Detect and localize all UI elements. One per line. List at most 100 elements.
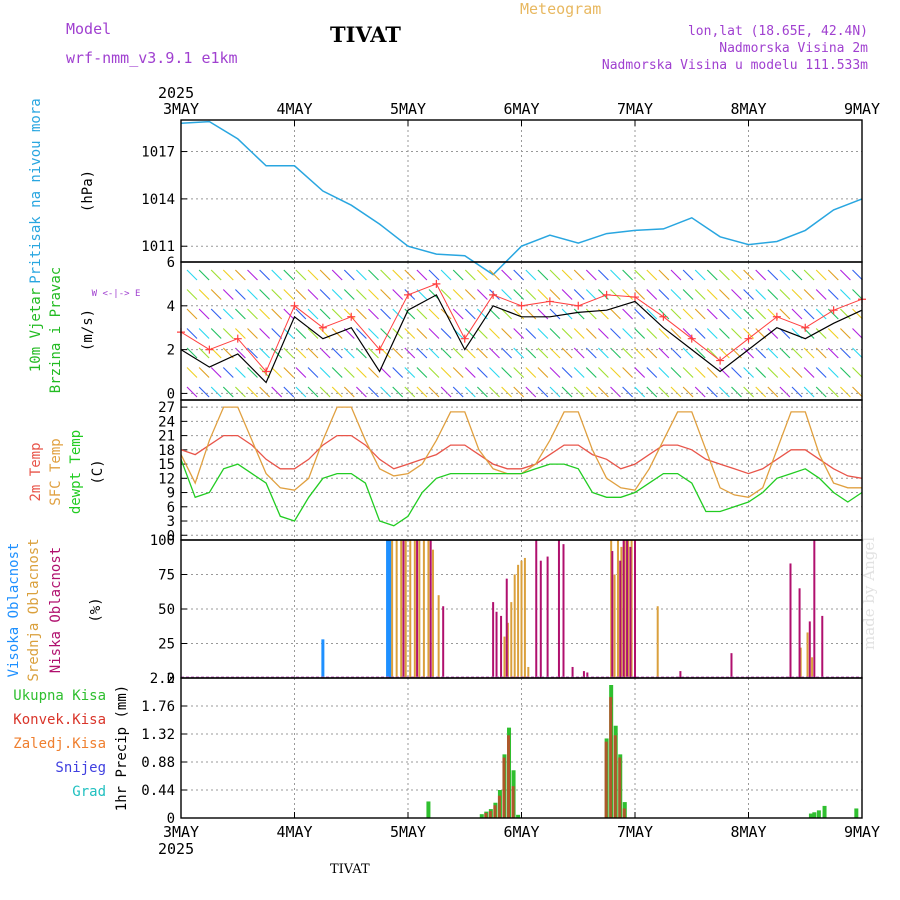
wind-barb	[247, 289, 258, 300]
wind-barb	[307, 367, 319, 378]
wind-barb	[513, 367, 525, 378]
wind-barb	[222, 269, 234, 281]
wind-barb	[271, 269, 283, 281]
wind-barb	[815, 367, 827, 378]
meteogram-label: Meteogram	[520, 0, 602, 18]
cloud-low-bar	[557, 540, 560, 678]
wind-barb	[283, 308, 295, 320]
wind-barb	[235, 289, 246, 300]
wind-barb	[222, 367, 234, 378]
wind-barb	[525, 386, 537, 398]
wind-barb	[307, 347, 319, 359]
wind-barb	[791, 347, 803, 359]
wind-barb	[392, 347, 404, 359]
wind-barb	[585, 269, 597, 281]
cloud-mid-bar	[527, 666, 530, 678]
cloud-high-bar	[386, 540, 390, 678]
wind-barb	[561, 367, 573, 378]
wind-barb	[852, 308, 863, 320]
wind-barb	[477, 328, 488, 339]
temperature-tick-label: 3	[167, 514, 175, 530]
precip-total-bar	[808, 813, 813, 818]
wind-barb	[815, 386, 827, 398]
wind-barb	[416, 328, 428, 339]
wind-barb	[198, 289, 210, 300]
wind-barb	[222, 289, 234, 300]
wind-barb	[743, 367, 754, 378]
wind-barb	[186, 328, 198, 339]
wind-barb	[452, 308, 464, 320]
wind-barb	[295, 289, 307, 300]
x-label-bottom: 9MAY	[844, 823, 880, 841]
precip-total-bar	[516, 814, 521, 818]
wind-barb	[694, 367, 706, 378]
wind-barb	[827, 347, 839, 359]
cloud-mid-bar	[517, 564, 520, 678]
wind-barb	[803, 308, 815, 320]
wind-barb	[452, 386, 464, 398]
wind-barb	[210, 328, 222, 339]
wind-barb	[622, 347, 633, 359]
precip-conv-bar	[604, 741, 608, 818]
wind-barb	[840, 367, 851, 378]
wind-barb	[779, 269, 791, 281]
cloud-mid-bar	[656, 606, 659, 678]
wind-barb	[561, 289, 573, 300]
wind-barb	[549, 328, 561, 339]
precip-tick-label: 1.76	[141, 699, 175, 715]
wind-barb	[537, 308, 549, 320]
wind-barb	[755, 308, 767, 320]
x-label-top: 7MAY	[617, 100, 653, 118]
wind-barb	[791, 386, 803, 398]
cloud-low-bar	[442, 606, 445, 678]
wind-barb	[561, 386, 573, 398]
wind-barb	[719, 289, 730, 300]
cloud-mid-bar	[400, 540, 403, 678]
wind-barb	[525, 269, 537, 281]
wind-barb	[755, 386, 767, 398]
wind-barb	[186, 367, 198, 378]
precip-tick-label: 1.32	[141, 727, 175, 743]
wind-barb	[501, 308, 512, 320]
wind-barb	[210, 289, 222, 300]
wind-barb	[827, 289, 839, 300]
wind-barb	[670, 269, 682, 281]
precip-total-bar	[822, 805, 827, 818]
wind-barb	[319, 289, 331, 300]
wind-barb	[477, 289, 488, 300]
wind-barb	[827, 328, 839, 339]
year-top: 2025	[158, 84, 194, 102]
wind-gust-marker	[545, 297, 554, 306]
wind-barb	[477, 347, 488, 359]
wind-barb	[827, 269, 839, 281]
wind-barb	[356, 386, 367, 398]
wind-barb	[840, 269, 851, 281]
wind-tick-label: 0	[167, 386, 175, 402]
wind-barb	[416, 367, 428, 378]
wind-barb	[573, 289, 585, 300]
wind-barb	[452, 269, 464, 281]
wind-barb	[380, 289, 391, 300]
wind-barb	[428, 367, 440, 378]
wind-gust-marker	[631, 293, 639, 302]
wind-gust-marker	[205, 345, 214, 354]
wind-barb	[186, 308, 198, 320]
cloud-low-bar	[416, 540, 419, 678]
wind-barb	[247, 367, 258, 378]
cloud-low-bar	[571, 666, 574, 678]
precip-conv-bar	[484, 812, 488, 818]
wind-barb	[840, 386, 851, 398]
wind-barb	[622, 269, 633, 281]
clouds-tick-label: 50	[158, 602, 175, 618]
x-label-top: 3MAY	[163, 100, 199, 118]
cloud-low-bar	[730, 653, 733, 678]
cloud-mid-bar	[437, 595, 440, 678]
wind-barb	[670, 308, 682, 320]
wind-barb	[247, 328, 258, 339]
cloud-mid-bar	[623, 540, 626, 678]
wind-barb	[368, 386, 379, 398]
pressure-tick-label: 1014	[141, 192, 175, 208]
wind-barb	[186, 289, 198, 300]
wind-barb	[428, 328, 440, 339]
